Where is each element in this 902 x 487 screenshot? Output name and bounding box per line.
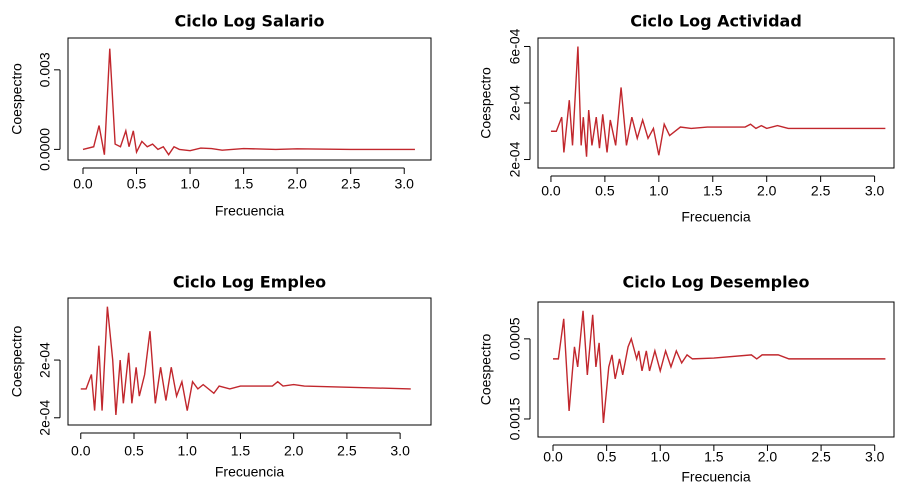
x-tick-label: 2.5 (811, 449, 831, 465)
y-tick-label: 2e-04 (37, 400, 53, 436)
x-tick-label: 1.0 (649, 183, 669, 199)
x-tick-label: 0.5 (595, 183, 615, 199)
y-axis-label: Coespectro (9, 63, 25, 135)
x-tick-label: 3.0 (394, 176, 414, 192)
x-tick-label: 2.0 (757, 183, 777, 199)
data-line (82, 48, 415, 156)
chart-panel: Ciclo Log Actividad Frecuencia Coespectro 0… (478, 12, 895, 225)
y-tick-label: 0.0000 (37, 128, 53, 171)
y-tick-label: 0.003 (37, 52, 53, 87)
y-axis-label: Coespectro (9, 325, 25, 397)
x-axis-label: Frecuencia (681, 209, 750, 225)
x-tick-label: 1.0 (180, 176, 200, 192)
x-tick-label: 3.0 (865, 183, 885, 199)
plot-frame (537, 301, 895, 438)
x-tick-label: 1.0 (651, 449, 671, 465)
data-line (553, 310, 886, 424)
x-tick-label: 1.0 (177, 443, 197, 459)
x-tick-label: 2.5 (811, 183, 831, 199)
x-tick-label: 1.5 (704, 449, 724, 465)
x-tick-label: 0.0 (541, 183, 561, 199)
x-tick-label: 0.5 (124, 443, 144, 459)
y-tick-label: 2e-04 (507, 85, 523, 121)
data-line (80, 306, 411, 415)
chart-panel: Ciclo Log Salario Frecuencia Coespectro 0.0… (9, 12, 432, 219)
chart-panel: Ciclo Log Empleo Frecuencia Coespectro 0.0 0… (9, 273, 432, 480)
x-tick-label: 1.5 (234, 176, 254, 192)
x-tick-label: 1.5 (703, 183, 723, 199)
x-tick-label: 2.5 (337, 443, 357, 459)
x-tick-label: 0.0 (71, 443, 91, 459)
plot-frame (537, 37, 895, 169)
x-axis-label: Frecuencia (215, 464, 284, 480)
y-axis-label: Coespectro (478, 333, 494, 405)
y-tick-label: 0.0015 (507, 397, 523, 440)
x-tick-label: 2.0 (284, 443, 304, 459)
x-tick-label: 2.0 (287, 176, 307, 192)
x-tick-label: 0.5 (597, 449, 617, 465)
x-tick-label: 0.0 (73, 176, 93, 192)
x-tick-label: 3.0 (865, 449, 885, 465)
data-line (550, 46, 886, 157)
y-tick-label: 2e-04 (37, 342, 53, 378)
chart-title: Ciclo Log Empleo (173, 273, 326, 292)
plot-frame (67, 37, 432, 161)
y-tick-label: 2e-04 (507, 141, 523, 177)
chart-title: Ciclo Log Actividad (630, 12, 802, 31)
chart-title: Ciclo Log Desempleo (623, 273, 810, 292)
x-tick-label: 2.5 (341, 176, 361, 192)
x-tick-label: 1.5 (231, 443, 251, 459)
x-tick-label: 0.5 (127, 176, 147, 192)
chart-title: Ciclo Log Salario (175, 12, 325, 31)
y-tick-label: 6e-04 (507, 28, 523, 64)
x-tick-label: 3.0 (390, 443, 410, 459)
y-tick-label: 0.0005 (507, 317, 523, 360)
chart-panel: Ciclo Log Desempleo Frecuencia Coespectro 0… (478, 273, 895, 485)
plot-frame (67, 297, 432, 426)
y-axis-label: Coespectro (478, 67, 494, 139)
x-tick-label: 0.0 (543, 449, 563, 465)
x-axis-label: Frecuencia (681, 469, 750, 485)
x-tick-label: 2.0 (758, 449, 778, 465)
x-axis-label: Frecuencia (215, 203, 284, 219)
